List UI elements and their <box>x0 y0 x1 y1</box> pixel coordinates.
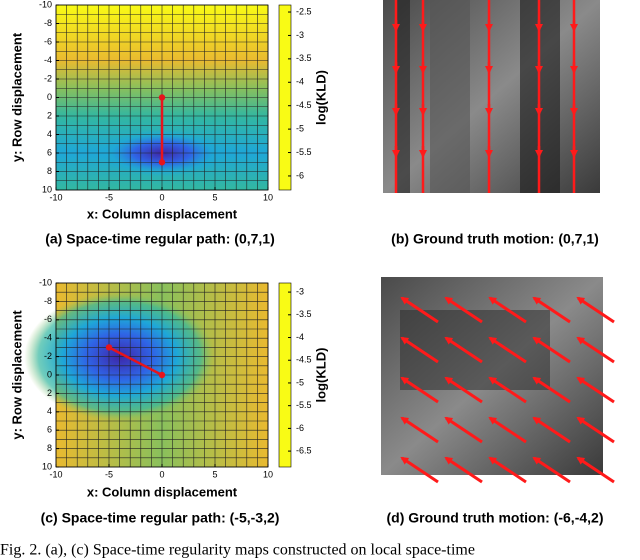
y-tick-label: -6 <box>44 36 52 46</box>
colorbar-tick-label: -4 <box>296 332 304 342</box>
motion-arrow <box>444 416 483 444</box>
motion-arrow <box>444 376 483 404</box>
path-end <box>105 344 113 351</box>
colorbar-tick-label: -4 <box>296 77 304 87</box>
x-tick-label: 5 <box>212 192 217 202</box>
x-tick-label: -5 <box>105 192 113 202</box>
caption: (a) Space-time regular path: (0,7,1) <box>45 231 275 247</box>
x-axis-label: x: Column displacement <box>87 484 238 499</box>
caption: (d) Ground truth motion: (-6,-4,2) <box>387 510 604 526</box>
y-tick-label: -4 <box>44 55 52 65</box>
colorbar-tick-label: -3.5 <box>296 309 312 319</box>
y-tick-label: 6 <box>47 147 52 157</box>
colorbar-tick-label: -2.5 <box>296 6 312 16</box>
x-tick-label: 0 <box>159 469 164 479</box>
path-line <box>108 346 163 377</box>
y-tick-label: 6 <box>47 425 52 435</box>
colorbar-label: log(KLD) <box>313 70 328 125</box>
y-tick-label: 0 <box>47 369 52 379</box>
motion-arrow <box>400 336 439 364</box>
colorbar-tick-label: -5.5 <box>296 400 312 410</box>
motion-arrow <box>488 456 527 484</box>
y-axis-label: y: Row displacement <box>9 310 24 440</box>
motion-arrow <box>488 376 527 404</box>
x-tick-label: 10 <box>263 192 273 202</box>
photo <box>383 0 600 193</box>
motion-arrow <box>576 336 615 364</box>
photo-detail <box>430 0 470 193</box>
motion-arrow <box>400 296 439 324</box>
y-tick-label: -8 <box>44 18 52 28</box>
colorbar-tick-label: -3.5 <box>296 53 312 63</box>
motion-arrow <box>444 296 483 324</box>
motion-arrow <box>444 456 483 484</box>
motion-arrow <box>400 456 439 484</box>
motion-arrow <box>532 376 571 404</box>
motion-arrow <box>576 296 615 324</box>
x-tick-label: 10 <box>263 469 273 479</box>
y-tick-label: 2 <box>47 388 52 398</box>
colorbar-tick-label: -6.5 <box>296 445 312 455</box>
y-tick-label: -4 <box>44 333 52 343</box>
y-axis-label: y: Row displacement <box>9 32 24 162</box>
motion-arrow <box>532 296 571 324</box>
motion-arrow <box>400 376 439 404</box>
colorbar-label: log(KLD) <box>313 348 328 403</box>
motion-arrow <box>576 376 615 404</box>
motion-arrow <box>532 416 571 444</box>
colorbar-tick-label: -6 <box>296 170 304 180</box>
y-tick-label: -6 <box>44 314 52 324</box>
y-tick-label: 0 <box>47 92 52 102</box>
y-tick-label: -2 <box>44 351 52 361</box>
colorbar-tick-label: -5.5 <box>296 147 312 157</box>
y-tick-label: 2 <box>47 110 52 120</box>
caption: (c) Space-time regular path: (-5,-3,2) <box>41 510 280 526</box>
path-start <box>158 371 166 379</box>
path-start <box>158 94 166 101</box>
x-tick-label: 0 <box>159 192 164 202</box>
colorbar <box>278 282 292 468</box>
motion-arrow <box>488 296 527 324</box>
photo-detail <box>395 0 410 193</box>
photo-detail <box>400 310 550 390</box>
x-tick-label: -10 <box>49 192 62 202</box>
motion-arrow <box>444 336 483 364</box>
motion-arrow <box>576 456 615 484</box>
x-tick-label: -5 <box>105 469 113 479</box>
caption: (b) Ground truth motion: (0,7,1) <box>391 231 599 247</box>
y-tick-label: -10 <box>39 277 52 287</box>
colorbar-tick-label: -3 <box>296 30 304 40</box>
x-tick-label: -10 <box>49 469 62 479</box>
motion-arrow <box>532 336 571 364</box>
colorbar-tick-label: -3 <box>296 286 304 296</box>
y-tick-label: -2 <box>44 73 52 83</box>
path-end <box>158 159 166 166</box>
y-tick-label: -8 <box>44 296 52 306</box>
colorbar-tick-label: -6 <box>296 423 304 433</box>
y-tick-label: 4 <box>47 129 52 139</box>
colorbar-tick-label: -5 <box>296 123 304 133</box>
y-tick-label: 4 <box>47 406 52 416</box>
y-tick-label: 8 <box>47 443 52 453</box>
motion-arrow <box>576 416 615 444</box>
motion-arrow <box>400 416 439 444</box>
colorbar-tick-label: -4.5 <box>296 100 312 110</box>
y-tick-label: 10 <box>42 184 52 194</box>
x-axis-label: x: Column displacement <box>87 206 238 221</box>
figure-caption: Fig. 2. (a), (c) Space-time regularity m… <box>0 542 475 559</box>
colorbar-tick-label: -5 <box>296 377 304 387</box>
y-tick-label: 8 <box>47 166 52 176</box>
colorbar-tick-label: -4.5 <box>296 355 312 365</box>
motion-arrow <box>488 416 527 444</box>
y-tick-label: 10 <box>42 461 52 471</box>
x-tick-label: 5 <box>212 469 217 479</box>
motion-arrow <box>532 456 571 484</box>
y-tick-label: -10 <box>39 0 52 9</box>
colorbar <box>278 4 292 191</box>
motion-arrow <box>488 336 527 364</box>
